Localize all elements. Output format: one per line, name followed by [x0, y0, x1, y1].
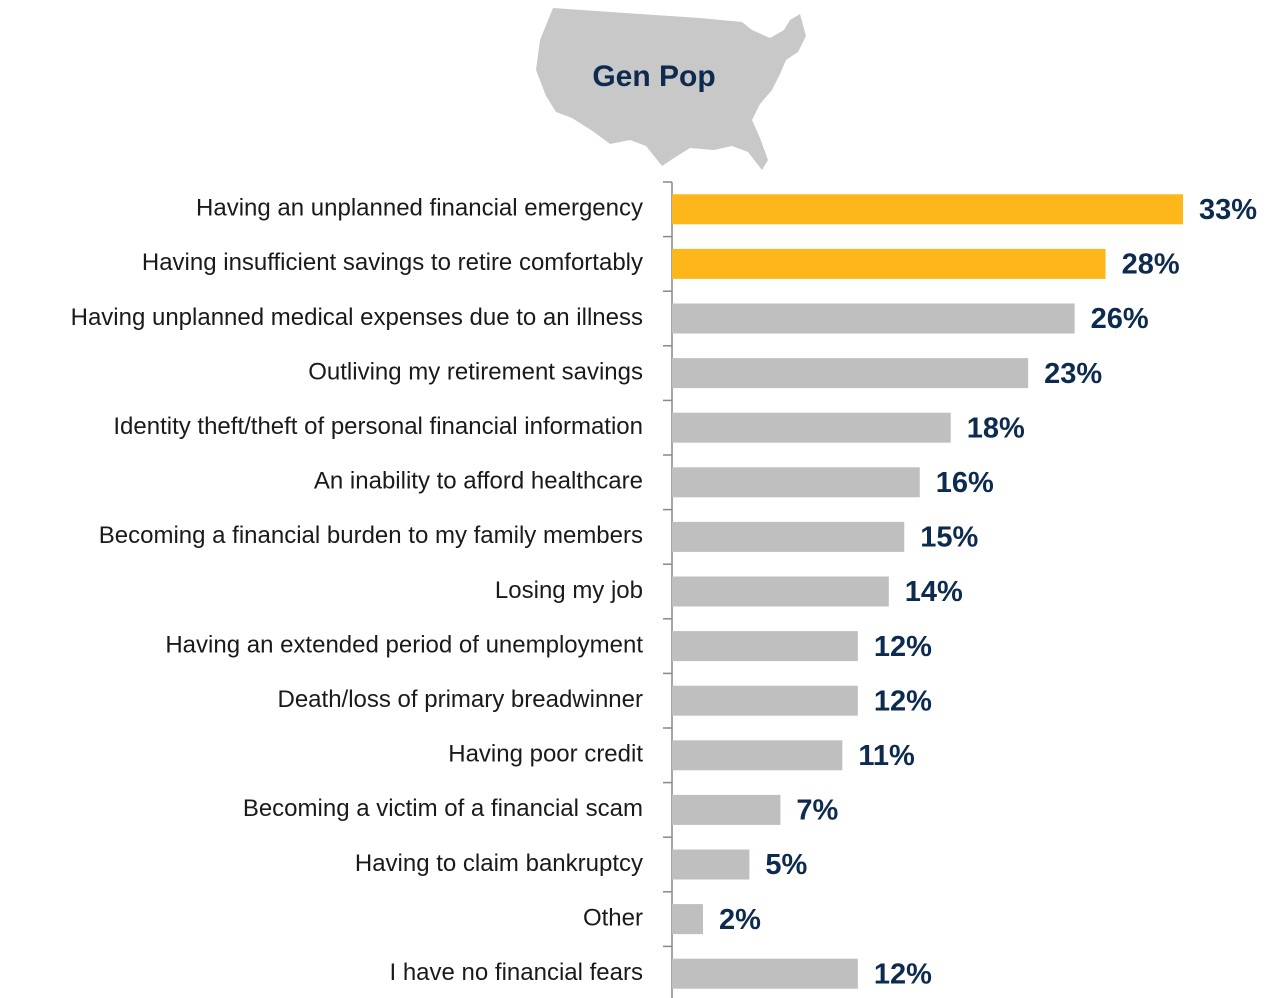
category-label: I have no financial fears [390, 959, 644, 986]
category-label: Identity theft/theft of personal financi… [113, 413, 643, 440]
bar [672, 794, 781, 825]
bar [672, 194, 1183, 225]
bar [672, 849, 750, 880]
value-label: 12% [874, 631, 932, 663]
bar [672, 521, 905, 552]
value-label: 2% [719, 904, 761, 936]
bar [672, 631, 858, 662]
value-label: 28% [1122, 249, 1180, 281]
category-label: Having poor credit [448, 741, 643, 768]
bar [672, 904, 703, 935]
bar [672, 412, 951, 443]
category-label: Becoming a financial burden to my family… [99, 522, 643, 549]
bar [672, 467, 920, 498]
bar [672, 248, 1106, 279]
bar [672, 576, 889, 607]
category-label: Other [583, 904, 643, 931]
category-label: Becoming a victim of a financial scam [243, 795, 643, 822]
bar [672, 685, 858, 716]
value-label: 16% [936, 467, 994, 499]
value-label: 5% [765, 849, 807, 881]
value-label: 12% [874, 685, 932, 717]
category-label: An inability to afford healthcare [314, 468, 643, 495]
value-label: 33% [1199, 194, 1257, 226]
bar [672, 358, 1029, 389]
chart-title: Gen Pop [592, 60, 715, 93]
category-label: Losing my job [495, 577, 643, 604]
value-label: 7% [796, 795, 838, 827]
category-label: Having an extended period of unemploymen… [165, 631, 643, 658]
value-label: 12% [874, 958, 932, 990]
bar [672, 958, 858, 989]
value-label: 23% [1044, 358, 1102, 390]
category-label: Having unplanned medical expenses due to… [71, 304, 643, 331]
value-label: 26% [1091, 303, 1149, 335]
value-label: 14% [905, 576, 963, 608]
value-label: 11% [858, 740, 915, 772]
category-label: Having to claim bankruptcy [355, 850, 643, 877]
category-label: Outliving my retirement savings [308, 358, 643, 385]
category-label: Having insufficient savings to retire co… [142, 249, 643, 276]
category-label: Having an unplanned financial emergency [196, 195, 643, 222]
us-map [536, 8, 806, 170]
value-label: 15% [920, 522, 978, 554]
bar [672, 740, 843, 771]
category-label: Death/loss of primary breadwinner [278, 686, 644, 713]
bar [672, 303, 1075, 334]
value-label: 18% [967, 412, 1025, 444]
